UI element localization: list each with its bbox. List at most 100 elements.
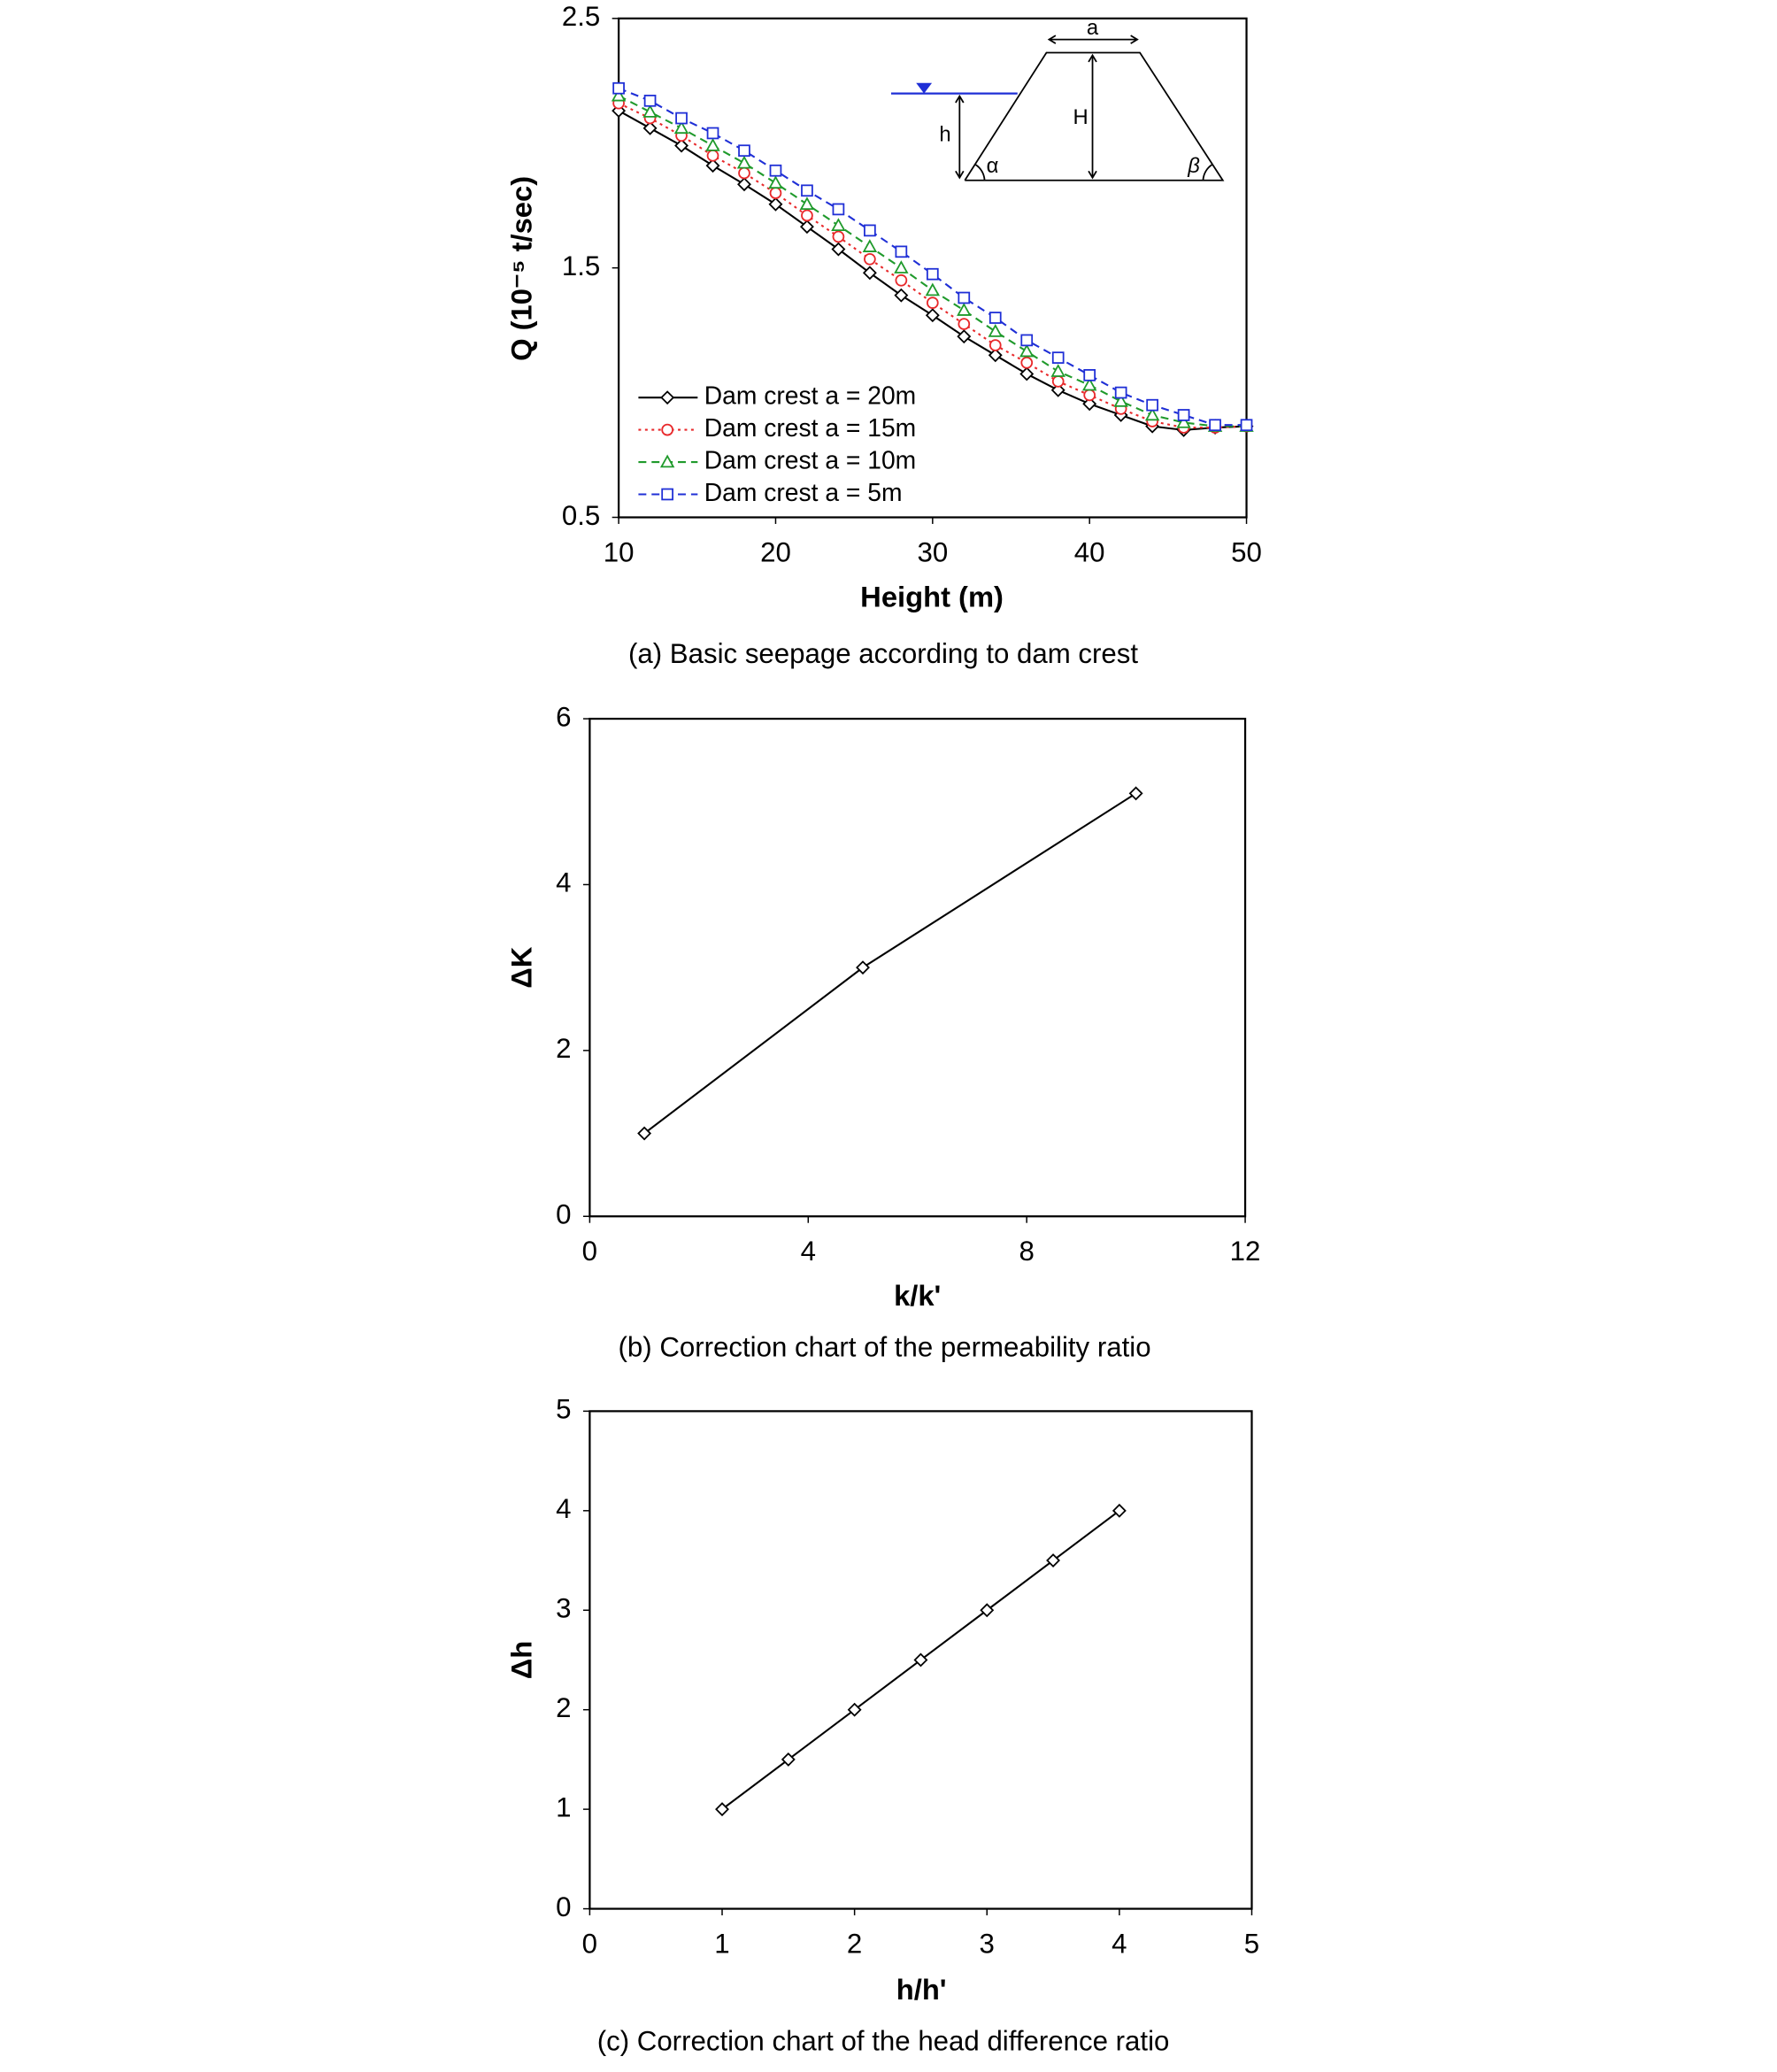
marker xyxy=(1113,393,1128,407)
x-tick-label: 10 xyxy=(604,536,635,567)
diagram-label: a xyxy=(1087,16,1099,40)
x-tick-label: 3 xyxy=(980,1928,995,1959)
dam-section xyxy=(964,51,1225,181)
marker xyxy=(1050,364,1065,377)
marker xyxy=(957,303,972,316)
y-tick-label: 1.5 xyxy=(562,250,600,281)
legend-marker xyxy=(661,423,673,436)
y-tick-label: 6 xyxy=(556,701,571,732)
marker xyxy=(801,209,813,222)
series-line xyxy=(643,792,1137,1135)
dam-diagram xyxy=(890,35,1225,181)
marker xyxy=(1177,409,1190,421)
y-tick-label: 2.5 xyxy=(562,1,600,32)
marker xyxy=(864,252,876,266)
y-tick-label: 0 xyxy=(556,1891,571,1922)
marker xyxy=(831,218,846,231)
y-tick-label: 4 xyxy=(556,1493,571,1524)
marker xyxy=(738,166,750,180)
marker xyxy=(1081,377,1097,391)
marker xyxy=(674,138,689,153)
marker xyxy=(989,312,1002,324)
marker xyxy=(988,324,1003,337)
y-tick-label: 4 xyxy=(556,867,571,898)
marker xyxy=(611,88,627,102)
marker xyxy=(769,187,782,199)
legend-label: Dam crest a = 10m xyxy=(704,446,916,474)
x-tick-label: 2 xyxy=(847,1928,862,1959)
marker xyxy=(612,81,625,95)
y-tick-label: 2 xyxy=(556,1692,571,1723)
marker xyxy=(643,94,657,107)
angle-arc xyxy=(974,164,986,181)
x-tick-label: 1 xyxy=(714,1928,729,1959)
marker xyxy=(675,112,688,125)
diagram-label: α xyxy=(987,154,999,178)
marker xyxy=(1146,398,1158,412)
x-tick-label: 0 xyxy=(582,1236,597,1267)
y-axis-label: Δh xyxy=(505,1641,538,1680)
legend-marker xyxy=(660,390,675,405)
x-tick-label: 30 xyxy=(917,536,948,567)
y-tick-label: 0 xyxy=(556,1199,571,1230)
marker xyxy=(957,329,972,344)
marker xyxy=(673,120,689,135)
arrow-head xyxy=(955,94,965,104)
marker xyxy=(1050,382,1065,397)
x-tick-label: 12 xyxy=(1230,1236,1261,1267)
marker xyxy=(1209,419,1221,432)
x-tick-label: 8 xyxy=(1019,1236,1034,1267)
marker xyxy=(736,155,752,169)
marker xyxy=(642,104,658,118)
marker xyxy=(926,267,939,281)
y-axis-label: ΔK xyxy=(505,946,538,989)
marker xyxy=(768,175,783,189)
marker xyxy=(1083,369,1096,381)
marker xyxy=(1019,343,1035,358)
arrow-head xyxy=(1130,35,1139,44)
y-tick-label: 3 xyxy=(556,1593,571,1624)
marker xyxy=(706,127,719,140)
x-tick-label: 20 xyxy=(760,536,791,567)
legend-label: Dam crest a = 5m xyxy=(704,478,903,506)
marker xyxy=(768,196,783,212)
marker xyxy=(894,288,909,303)
legend-label: Dam crest a = 15m xyxy=(704,413,916,442)
series-line xyxy=(618,102,1247,429)
marker xyxy=(781,1752,796,1767)
marker xyxy=(799,220,814,235)
marker xyxy=(799,196,815,211)
marker xyxy=(706,149,719,162)
arrow-head xyxy=(1047,35,1057,44)
marker xyxy=(1020,356,1034,369)
marker xyxy=(642,120,658,135)
marker xyxy=(864,224,876,237)
diagram-label: β xyxy=(1187,154,1200,178)
x-tick-label: 4 xyxy=(801,1236,816,1267)
x-tick-label: 50 xyxy=(1231,536,1262,567)
marker xyxy=(1144,407,1160,421)
x-axis-label: k/k' xyxy=(894,1279,941,1312)
marker xyxy=(705,138,720,151)
marker xyxy=(1176,414,1191,428)
caption: (c) Correction chart of the head differe… xyxy=(597,2026,1170,2057)
marker xyxy=(801,184,813,197)
plot-frame xyxy=(588,717,1247,1218)
marker xyxy=(958,318,971,330)
marker xyxy=(856,960,870,975)
marker xyxy=(847,1702,862,1717)
caption: (b) Correction chart of the permeability… xyxy=(618,1332,1150,1363)
marker xyxy=(1112,1503,1127,1518)
legend-label: Dam crest a = 20m xyxy=(704,381,916,410)
x-tick-label: 4 xyxy=(1112,1928,1127,1959)
arrow-head xyxy=(1088,170,1097,180)
x-tick-label: 40 xyxy=(1074,536,1105,567)
y-tick-label: 0.5 xyxy=(562,500,600,531)
y-axis-label: Q (10⁻⁵ t/sec) xyxy=(505,176,538,361)
marker xyxy=(715,1802,729,1817)
diagram-label: h xyxy=(939,122,950,146)
marker xyxy=(862,266,877,281)
marker xyxy=(1051,375,1065,388)
marker xyxy=(958,291,971,304)
